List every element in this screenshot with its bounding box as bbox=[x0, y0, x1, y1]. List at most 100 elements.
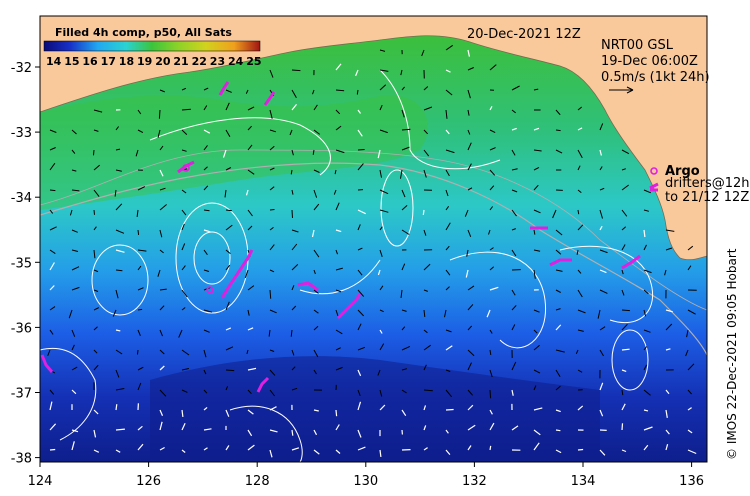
current-vector bbox=[335, 366, 343, 371]
current-vector bbox=[379, 189, 389, 195]
current-vector bbox=[400, 69, 403, 76]
current-vector bbox=[135, 149, 139, 157]
current-vector bbox=[181, 423, 186, 431]
date-label: 20-Dec-2021 12Z bbox=[467, 27, 581, 42]
current-vector bbox=[643, 269, 652, 274]
current-vector bbox=[71, 266, 80, 271]
current-vector bbox=[533, 369, 541, 374]
current-vector bbox=[401, 146, 410, 151]
current-vector bbox=[467, 285, 475, 291]
current-vector bbox=[555, 324, 562, 331]
current-vector bbox=[159, 89, 165, 93]
current-vector bbox=[357, 289, 365, 297]
current-vector bbox=[245, 89, 249, 94]
current-vector bbox=[115, 169, 122, 172]
current-vector bbox=[379, 104, 383, 111]
current-vector bbox=[269, 186, 275, 191]
current-vector bbox=[379, 169, 382, 178]
current-vector bbox=[665, 309, 673, 313]
current-vector bbox=[621, 423, 624, 431]
current-vector bbox=[68, 309, 73, 319]
current-vector bbox=[71, 229, 78, 233]
current-vector bbox=[464, 209, 469, 217]
current-vector bbox=[49, 129, 57, 133]
current-vector bbox=[621, 184, 629, 191]
current-vector bbox=[555, 449, 562, 454]
current-vector bbox=[599, 449, 606, 456]
current-vector bbox=[489, 329, 493, 334]
current-vector bbox=[115, 404, 118, 411]
current-vector bbox=[225, 346, 234, 351]
current-vector bbox=[357, 209, 366, 215]
current-vector bbox=[203, 87, 209, 91]
scale-arrow-icon bbox=[626, 86, 634, 94]
current-vector bbox=[599, 187, 605, 191]
current-vector bbox=[115, 369, 120, 378]
current-vector bbox=[687, 449, 697, 455]
current-vector bbox=[555, 369, 561, 378]
current-vector bbox=[643, 229, 646, 238]
current-vector bbox=[246, 349, 249, 355]
drifter-legend-icon bbox=[649, 182, 659, 192]
current-vector bbox=[159, 169, 164, 177]
colorbar-tick-label: 24 bbox=[228, 55, 244, 68]
current-vector bbox=[444, 309, 447, 318]
current-vector bbox=[335, 229, 342, 233]
current-vector bbox=[357, 369, 362, 377]
current-vector bbox=[511, 249, 517, 257]
current-vector bbox=[225, 445, 230, 451]
current-vector bbox=[159, 365, 165, 371]
current-vector bbox=[687, 407, 692, 411]
current-vector bbox=[423, 149, 430, 157]
current-vector bbox=[445, 44, 454, 51]
current-vector bbox=[335, 424, 340, 431]
info-line-2: 19-Dec 06:00Z bbox=[601, 54, 698, 69]
current-vector bbox=[247, 309, 250, 316]
current-vector bbox=[115, 249, 125, 253]
current-vector bbox=[687, 363, 695, 371]
y-tick-label: -34 bbox=[11, 191, 32, 206]
current-vector bbox=[137, 109, 142, 115]
current-vector bbox=[621, 348, 630, 351]
y-tick-label: -33 bbox=[11, 126, 32, 141]
current-vector bbox=[115, 329, 121, 332]
current-vector bbox=[269, 69, 274, 78]
current-vector bbox=[313, 129, 321, 135]
current-vector bbox=[486, 309, 491, 318]
current-vector bbox=[467, 109, 470, 116]
current-vector bbox=[555, 149, 563, 154]
current-vector bbox=[115, 269, 123, 272]
current-vector bbox=[203, 249, 208, 255]
current-vector bbox=[247, 444, 255, 451]
current-vector bbox=[335, 89, 345, 92]
info-block: NRT00 GSL 19-Dec 06:00Z 0.5m/s (1kt 24h) bbox=[601, 38, 710, 94]
current-vector bbox=[533, 309, 540, 313]
current-vector bbox=[621, 226, 627, 231]
current-vector bbox=[511, 228, 516, 231]
current-vector bbox=[686, 329, 689, 338]
ocean-area bbox=[40, 35, 707, 462]
current-vector bbox=[621, 269, 624, 275]
current-vector bbox=[599, 349, 604, 357]
current-vector bbox=[445, 69, 451, 73]
current-vector bbox=[357, 401, 362, 411]
current-vector bbox=[181, 189, 187, 194]
current-vector bbox=[181, 449, 186, 453]
current-vector bbox=[552, 209, 557, 219]
current-vector bbox=[643, 189, 651, 194]
current-vector bbox=[335, 449, 341, 454]
current-vector bbox=[137, 329, 141, 336]
colorbar: Filled 4h comp, p50, All Sats 14 15 16 17 18… bbox=[43, 26, 262, 68]
current-vector bbox=[47, 349, 51, 356]
current-vector bbox=[599, 289, 608, 294]
current-vector bbox=[357, 446, 366, 451]
current-vector bbox=[423, 169, 427, 178]
current-vector bbox=[445, 206, 450, 211]
current-vector bbox=[401, 326, 406, 331]
current-vector bbox=[49, 162, 56, 171]
current-vector bbox=[621, 449, 627, 453]
current-vector bbox=[489, 247, 494, 251]
current-vector bbox=[445, 286, 450, 291]
current-vector bbox=[467, 142, 472, 151]
current-vector bbox=[643, 426, 653, 431]
